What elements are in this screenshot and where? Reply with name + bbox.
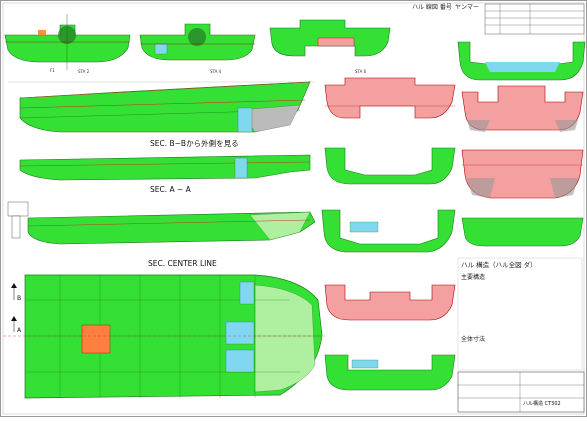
svg-text:STA 4: STA 4 [210,69,222,74]
profile-centerline [7,201,316,245]
profile-a-a [19,154,311,181]
section-top-3 [269,19,391,57]
section-centerline-title: SEC. CENTER LINE [148,259,217,268]
marker-b-label: B [17,295,21,302]
svg-text:STA 6: STA 6 [355,69,367,74]
plan-view [3,274,325,399]
section-top-2 [139,23,256,61]
section-marker-a [11,316,17,332]
svg-text:F1: F1 [50,68,55,73]
profile-b-b [8,81,315,133]
title-block-drawing-no: ハル構造 CT302 [523,401,561,407]
section-a-a-title: SEC. A − A [150,185,192,194]
section-mid-1 [324,77,456,119]
info-title: ハル 構造（ハル全図 ダ） [461,261,537,269]
section-b-b-title: SEC. B−Bから外側を見る [150,138,239,148]
section-right-4 [461,217,584,247]
section-top-1 [4,14,131,70]
info-panel [457,257,583,371]
section-mid-5 [324,354,456,391]
marker-a-label: A [17,327,22,334]
title-block [457,371,585,413]
header-logo: ヤンマー [455,4,480,11]
info-subtitle: 主要構造 [461,274,486,281]
section-right-3 [461,149,584,199]
section-mid-4 [324,284,456,321]
section-mid-3 [321,209,456,253]
svg-text:STA 2: STA 2 [78,69,90,74]
info-general-heading: 全体寸法 [461,336,486,343]
section-mid-2 [324,147,456,185]
section-right-1 [457,41,586,81]
section-right-2 [461,85,584,132]
section-marker-b [11,283,17,300]
revision-block [484,3,585,35]
header-label: ハル 線図 番号 [412,4,452,11]
